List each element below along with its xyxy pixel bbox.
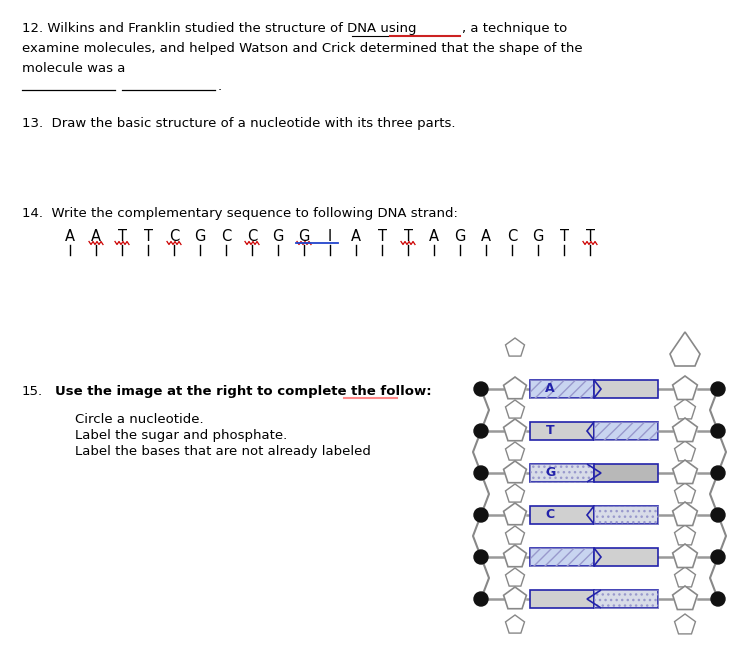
Text: 12. Wilkins and Franklin studied the structure of DNA using: 12. Wilkins and Franklin studied the str… [22,22,416,35]
Text: G: G [272,229,284,244]
Bar [530,548,594,566]
Bar [594,464,658,482]
Polygon shape [506,568,524,586]
Text: 15.: 15. [22,385,43,398]
Text: C: C [545,508,554,522]
Text: C: C [169,229,179,244]
Text: G: G [298,229,310,244]
Polygon shape [674,483,695,503]
Polygon shape [503,587,526,609]
Circle shape [474,382,488,396]
Circle shape [474,592,488,606]
Bar [594,590,658,608]
Polygon shape [506,526,524,544]
Text: T: T [546,424,554,438]
Text: T: T [377,229,386,244]
Text: C: C [247,229,257,244]
Polygon shape [673,586,698,609]
Polygon shape [670,332,700,366]
Polygon shape [506,338,524,356]
Polygon shape [673,544,698,567]
Polygon shape [673,502,698,525]
Bar [530,380,594,398]
Text: C: C [220,229,231,244]
Circle shape [474,508,488,522]
Text: G: G [532,229,544,244]
Bar [594,590,658,608]
Text: A: A [481,229,491,244]
Bar [530,422,594,440]
Circle shape [711,466,725,480]
Text: G: G [194,229,206,244]
Bar [530,506,594,524]
Text: T: T [118,229,127,244]
Text: A: A [91,229,101,244]
Bar [594,422,658,440]
Polygon shape [673,376,698,400]
Polygon shape [674,441,695,461]
Text: Label the sugar and phosphate.: Label the sugar and phosphate. [75,429,287,442]
Polygon shape [673,418,698,441]
Bar [530,590,594,608]
Polygon shape [503,461,526,483]
Polygon shape [503,503,526,525]
Text: Circle a nucleotide.: Circle a nucleotide. [75,413,203,426]
Circle shape [474,424,488,438]
Circle shape [711,550,725,564]
Circle shape [711,382,725,396]
Bar [594,548,658,566]
Polygon shape [503,545,526,567]
Text: T: T [560,229,568,244]
Circle shape [711,424,725,438]
Polygon shape [506,400,524,418]
Polygon shape [674,567,695,587]
Text: A: A [429,229,439,244]
Text: Use the image at the right to complete the follow:: Use the image at the right to complete t… [55,385,432,398]
Text: C: C [507,229,518,244]
Bar [594,380,658,398]
Text: Label the bases that are not already labeled: Label the bases that are not already lab… [75,445,370,458]
Text: G: G [454,229,466,244]
Bar [594,506,658,524]
Polygon shape [674,399,695,419]
Polygon shape [506,484,524,502]
Text: .: . [218,80,222,93]
Circle shape [474,550,488,564]
Bar [530,380,594,398]
Polygon shape [506,442,524,460]
Text: examine molecules, and helped Watson and Crick determined that the shape of the: examine molecules, and helped Watson and… [22,42,583,55]
Text: , a technique to: , a technique to [462,22,567,35]
Text: G: G [544,466,555,480]
Bar [594,506,658,524]
Text: T: T [586,229,595,244]
Text: 13.  Draw the basic structure of a nucleotide with its three parts.: 13. Draw the basic structure of a nucleo… [22,117,455,130]
Polygon shape [674,614,695,634]
Text: A: A [65,229,75,244]
Polygon shape [673,460,698,483]
Bar [530,464,594,482]
Bar [594,422,658,440]
Text: A: A [351,229,361,244]
Polygon shape [506,615,524,633]
Circle shape [711,508,725,522]
Polygon shape [674,525,695,545]
Text: molecule was a: molecule was a [22,62,125,75]
Bar [530,548,594,566]
Text: I: I [328,229,332,244]
Text: A: A [545,382,555,396]
Text: 14.  Write the complementary sequence to following DNA strand:: 14. Write the complementary sequence to … [22,207,457,220]
Circle shape [711,592,725,606]
Text: T: T [404,229,412,244]
Bar [530,464,594,482]
Polygon shape [503,377,526,399]
Text: T: T [143,229,152,244]
Circle shape [474,466,488,480]
Polygon shape [503,419,526,441]
